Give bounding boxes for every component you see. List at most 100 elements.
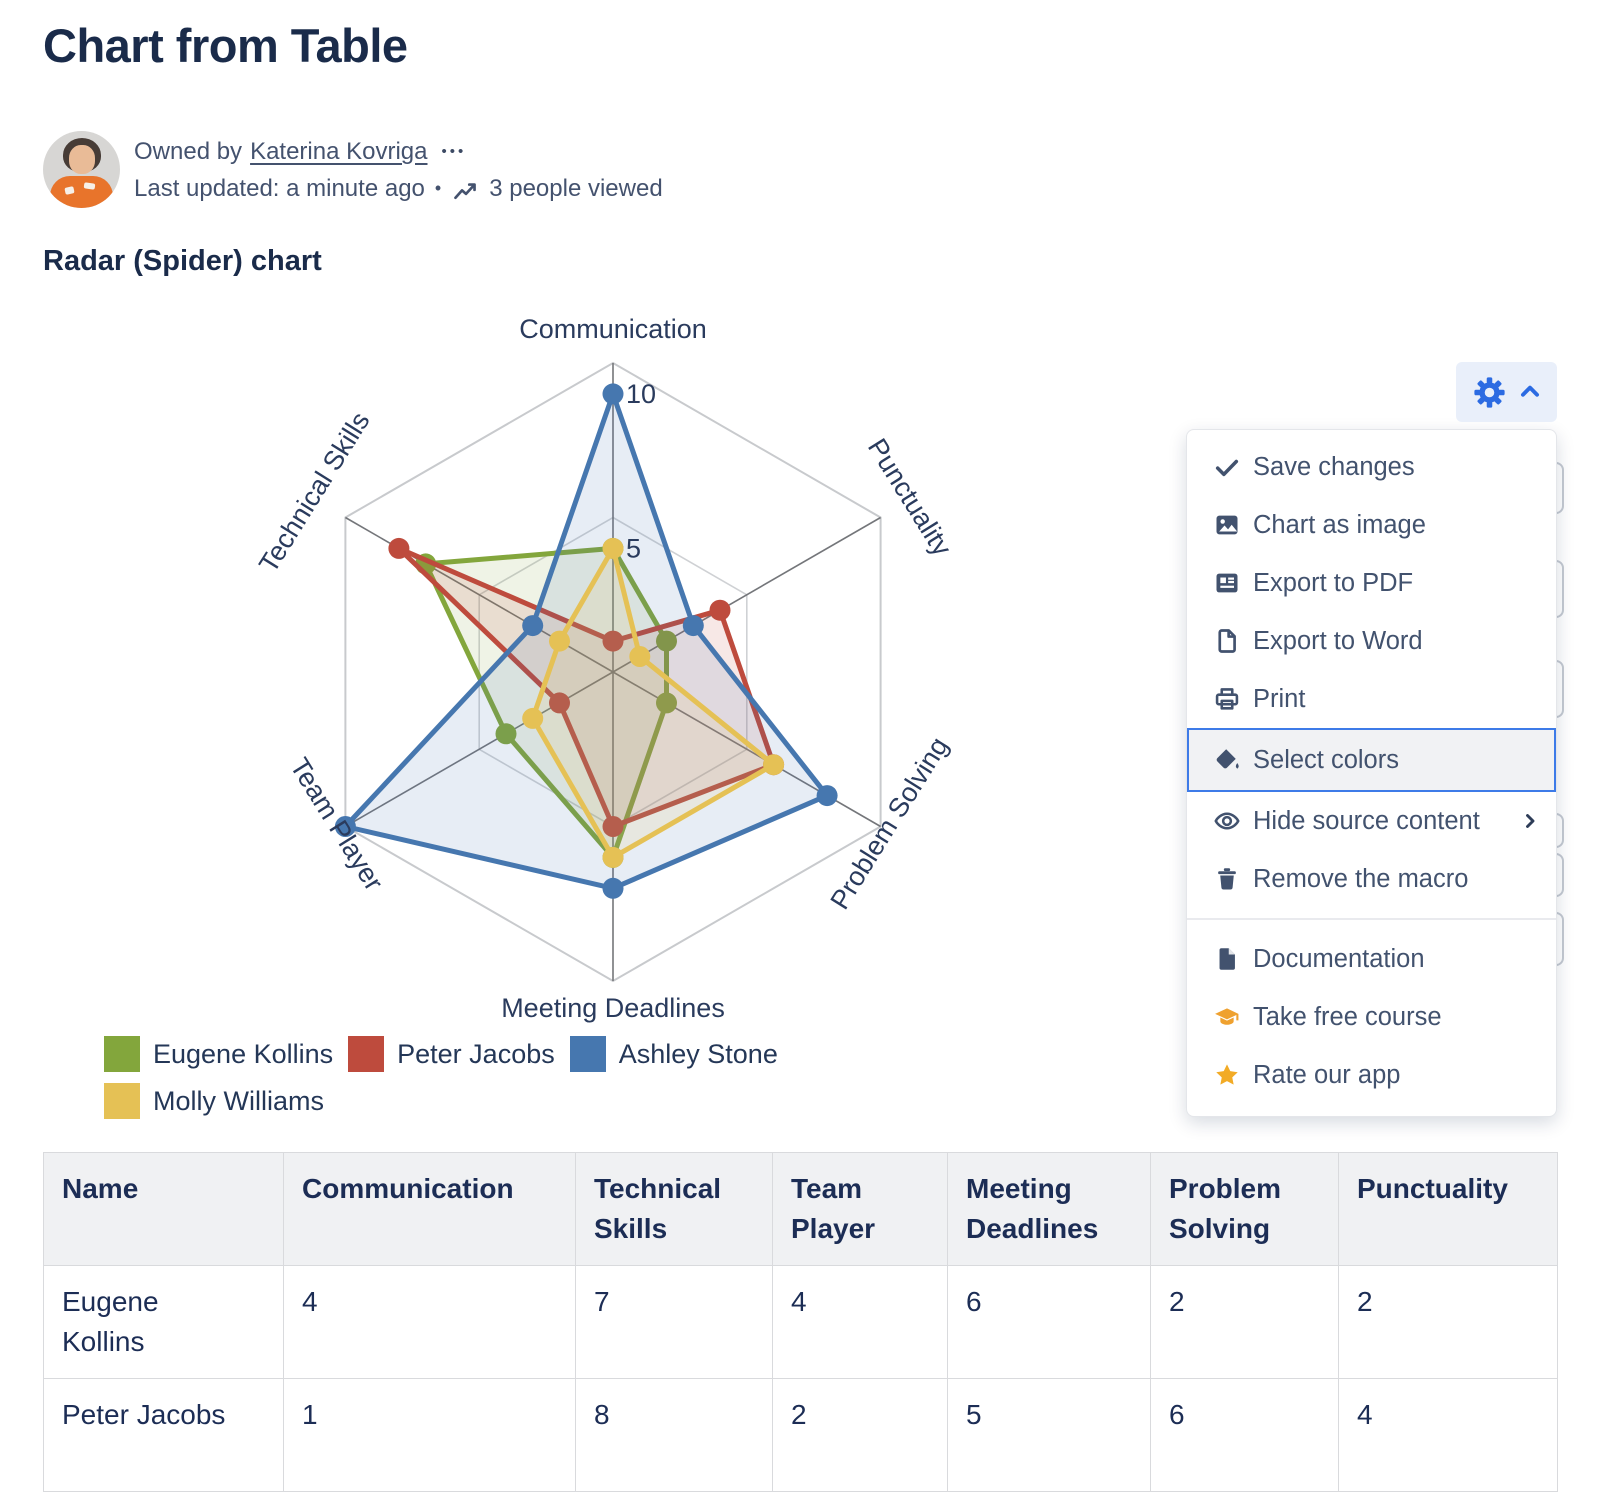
data-point [522, 707, 544, 729]
analytics-trend-icon [451, 175, 481, 203]
data-point [388, 537, 410, 559]
value-cell: 5 [947, 1378, 1151, 1492]
axis-label-problem-solving: Problem Solving [825, 732, 955, 915]
axis-label-team-player: Team Player [284, 753, 389, 896]
legend-item[interactable]: Eugene Kollins [104, 1036, 333, 1072]
legend-swatch [348, 1036, 385, 1072]
axis-label-communication: Communication [519, 314, 707, 344]
table-header-row: Name Communication Technical Skills Team Pl… [43, 1152, 1558, 1266]
menu-item-label: Print [1253, 684, 1306, 713]
column-header: Technical Skills [575, 1152, 773, 1266]
settings-dropdown-menu: Save changes Chart as image Export to PDF E… [1186, 429, 1557, 1117]
data-point [709, 599, 731, 621]
menu-item-select-colors[interactable]: Select colors [1187, 728, 1556, 792]
menu-item-label: Remove the macro [1253, 864, 1469, 893]
row-name-cell: Peter Jacobs [43, 1378, 284, 1492]
menu-item-label: Export to PDF [1253, 568, 1414, 597]
legend-swatch [104, 1036, 140, 1072]
views-label: 3 people viewed [489, 175, 663, 202]
series-polygon-ashley-stone [342, 391, 830, 891]
row-name-cell: Eugene Kollins [43, 1265, 284, 1379]
menu-item-chart-as-image[interactable]: Chart as image [1187, 496, 1556, 554]
axis-label-punctuality: Punctuality [862, 433, 958, 561]
legend-label: Eugene Kollins [153, 1038, 334, 1069]
legend-swatch [569, 1036, 606, 1072]
trash-icon [1213, 865, 1241, 893]
value-cell: 4 [1338, 1378, 1558, 1492]
select-colors-icon [1213, 746, 1241, 774]
avatar[interactable] [43, 131, 120, 208]
separator-dot: • [434, 178, 442, 198]
export-pdf-icon [1213, 569, 1241, 597]
menu-item-print[interactable]: Print [1187, 670, 1556, 728]
image-icon [1213, 511, 1241, 539]
owner-link[interactable]: Katerina Kovriga [250, 138, 428, 165]
column-header: Communication [283, 1152, 576, 1266]
menu-item-label: Export to Word [1253, 626, 1423, 655]
chart-legend: Eugene Kollins Peter Jacobs Ashley Stone Mo… [104, 1036, 834, 1119]
value-cell: 7 [575, 1265, 773, 1379]
value-cell: 4 [283, 1265, 576, 1379]
value-cell: 4 [772, 1265, 948, 1379]
data-point [602, 383, 624, 405]
data-point [334, 816, 356, 837]
menu-divider [1187, 918, 1556, 920]
menu-item-label: Chart as image [1253, 510, 1426, 539]
owned-by-label: Owned by [134, 138, 243, 165]
data-point [656, 630, 677, 652]
axis-spoke [344, 671, 614, 828]
data-point [522, 615, 544, 637]
data-point [656, 692, 677, 714]
eye-icon [1213, 807, 1241, 835]
menu-item-rate-our-app[interactable]: Rate our app [1187, 1046, 1556, 1104]
legend-label: Ashley Stone [618, 1038, 778, 1069]
table-row: Peter Jacobs 1 8 2 5 6 4 [43, 1378, 1558, 1492]
column-header: Team Player [772, 1152, 948, 1266]
legend-label: Molly Williams [153, 1085, 324, 1116]
byline: Owned by Katerina Kovriga ••• Last updat… [43, 131, 663, 208]
axis-label-technical-skills: Technical Skills [253, 407, 375, 578]
print-icon [1213, 685, 1241, 713]
data-point [602, 630, 624, 652]
section-heading: Radar (Spider) chart [43, 245, 322, 277]
value-cell: 1 [283, 1378, 576, 1492]
data-point [602, 877, 624, 899]
menu-item-label: Hide source content [1253, 806, 1480, 835]
data-point [549, 692, 570, 714]
data-point [549, 630, 570, 652]
data-point [415, 553, 437, 575]
data-point [763, 754, 785, 776]
chevron-right-icon [1518, 809, 1542, 833]
export-word-icon [1213, 627, 1241, 655]
avatar-face [69, 145, 95, 174]
menu-item-export-to-word[interactable]: Export to Word [1187, 612, 1556, 670]
menu-item-label: Select colors [1253, 745, 1399, 774]
more-actions-button[interactable]: ••• [441, 143, 467, 160]
legend-item[interactable]: Ashley Stone [569, 1036, 778, 1072]
table-row: Eugene Kollins 4 7 4 6 2 2 [43, 1265, 1558, 1379]
graduation-cap-icon [1213, 1003, 1241, 1031]
value-cell: 6 [1150, 1378, 1339, 1492]
axis-spoke [612, 516, 881, 673]
data-point [602, 846, 624, 868]
column-header: Problem Solving [1150, 1152, 1339, 1266]
chevron-up-icon [1517, 379, 1543, 405]
menu-item-save-changes[interactable]: Save changes [1187, 438, 1556, 496]
menu-item-take-free-course[interactable]: Take free course [1187, 988, 1556, 1046]
legend-item[interactable]: Peter Jacobs [348, 1036, 555, 1072]
menu-item-remove-the-macro[interactable]: Remove the macro [1187, 850, 1556, 908]
menu-item-label: Documentation [1253, 944, 1425, 973]
data-point [629, 646, 651, 667]
check-icon [1213, 453, 1241, 481]
column-header: Name [43, 1152, 284, 1266]
data-point [816, 785, 838, 807]
column-header: Meeting Deadlines [947, 1152, 1151, 1266]
menu-item-export-to-pdf[interactable]: Export to PDF [1187, 554, 1556, 612]
menu-item-hide-source-content[interactable]: Hide source content [1187, 792, 1556, 850]
menu-item-documentation[interactable]: Documentation [1187, 930, 1556, 988]
value-cell: 2 [1150, 1265, 1339, 1379]
macro-settings-button[interactable] [1456, 362, 1557, 422]
axis-spoke [344, 516, 614, 673]
data-point [763, 754, 785, 776]
legend-item[interactable]: Molly Williams [104, 1083, 324, 1119]
